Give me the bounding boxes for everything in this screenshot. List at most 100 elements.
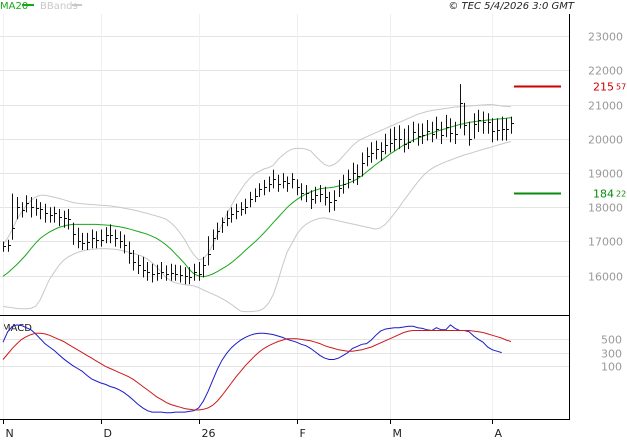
ohlc-bar (26, 195, 29, 213)
ohlc-bar (180, 265, 183, 283)
ohlc-bar (506, 118, 509, 141)
ohlc-bar (306, 185, 309, 203)
ohlc-bar (408, 125, 411, 150)
ohlc-bar (339, 179, 342, 197)
ohlc-bar (166, 265, 169, 281)
ohlc-bar (283, 173, 286, 189)
ohlc-bar (129, 241, 132, 264)
ohlc-bar (488, 113, 491, 134)
ohlc-bar (450, 118, 453, 143)
ohlc-bar (101, 229, 104, 247)
ohlc-bar (133, 250, 136, 271)
x-axis-label: F (300, 427, 306, 440)
ohlc-bar (432, 121, 435, 143)
ohlc-bar (12, 193, 15, 240)
ohlc-bar (357, 164, 360, 185)
ohlc-bar (273, 169, 276, 189)
ohlc-bar (203, 256, 206, 278)
price-tick-label: 17000 (588, 236, 623, 249)
ohlc-bar (245, 198, 248, 215)
ohlc-bar (78, 227, 81, 249)
ohlc-bar (385, 133, 388, 155)
ohlc-bar (17, 197, 20, 220)
ohlc-bar (464, 102, 467, 136)
ohlc-bar (362, 152, 365, 177)
ohlc-bar (147, 262, 150, 281)
x-axis-label: D (104, 427, 112, 440)
ohlc-bar (259, 183, 262, 197)
ohlc-bar (502, 116, 505, 141)
price-panel: 215 57 184 22 16000 17000 18000 19000 20000 2100… (0, 14, 626, 316)
bbands-upper-line (2, 104, 512, 261)
ohlc-bar (436, 116, 439, 139)
ohlc-bar (483, 111, 486, 134)
ohlc-bar (264, 179, 267, 196)
ohlc-bar (82, 232, 85, 250)
price-tick-label: 16000 (588, 271, 623, 284)
support-level-label: 184 22 (593, 188, 626, 201)
ohlc-bar (427, 120, 430, 141)
ohlc-bar (199, 262, 202, 281)
ohlc-bar (343, 174, 346, 194)
macd-tick-label: 300 (601, 348, 622, 361)
ohlc-bar (292, 173, 295, 189)
macd-panel-title: MACD (2, 323, 32, 334)
ohlc-bar (68, 209, 71, 230)
ohlc-bar (110, 224, 113, 244)
ohlc-bar (3, 241, 6, 252)
price-bands (2, 104, 512, 313)
x-axis-label: M (393, 427, 403, 440)
ohlc-bar (73, 222, 76, 245)
ohlc-bar (143, 256, 146, 278)
x-axis-label: N (6, 427, 14, 440)
ohlc-bar (334, 190, 337, 211)
ohlc-bar (36, 198, 39, 216)
ma20-line (2, 117, 512, 278)
ohlc-bar (446, 114, 449, 138)
price-levels: 215 57 184 22 (514, 81, 626, 201)
price-tick-label: 19000 (588, 168, 623, 181)
ohlc-bar (64, 210, 67, 228)
ohlc-bar (311, 190, 314, 209)
ohlc-bar (390, 128, 393, 153)
macd-line (2, 324, 502, 414)
price-grid (0, 14, 569, 315)
ohlc-bar (287, 176, 290, 192)
ohlc-bar (115, 229, 118, 247)
ohlc-bar (227, 210, 230, 227)
bbands-legend-label: BBands (40, 1, 78, 12)
ohlc-bar (208, 236, 211, 266)
ohlc-bar (404, 128, 407, 153)
price-tick-label: 22000 (588, 65, 623, 78)
ma20-legend-label: MA20 (0, 1, 28, 12)
ohlc-bar (120, 231, 123, 249)
ohlc-bar (478, 109, 481, 132)
ohlc-bar (325, 186, 328, 206)
ohlc-bar (278, 174, 281, 192)
ohlc-bar (511, 116, 514, 134)
price-tick-label: 20000 (588, 134, 623, 147)
ohlc-bar (497, 118, 500, 141)
ohlc-bar (315, 186, 318, 204)
ohlc-bar (441, 121, 444, 144)
ohlc-bar (469, 121, 472, 146)
macd-signal-line (2, 330, 512, 411)
ohlc-bar (301, 183, 304, 201)
ohlc-bar (92, 229, 95, 249)
macd-lines (2, 324, 512, 414)
ohlc-bar (413, 121, 416, 143)
ohlc-bar (189, 267, 192, 285)
ohlc-bar (371, 142, 374, 163)
price-tick-label: 18000 (588, 202, 623, 215)
ohlc-bar (213, 229, 216, 250)
ohlc-bar (124, 234, 127, 254)
copyright-text: © TEC 5/4/2026 3:0 GMT (448, 1, 575, 12)
ohlc-bar (422, 123, 425, 144)
bbands-legend-swatch (72, 4, 82, 6)
x-axis-label: 26 (202, 427, 216, 440)
ohlc-bar (241, 202, 244, 216)
ma20-legend-swatch (22, 4, 34, 6)
